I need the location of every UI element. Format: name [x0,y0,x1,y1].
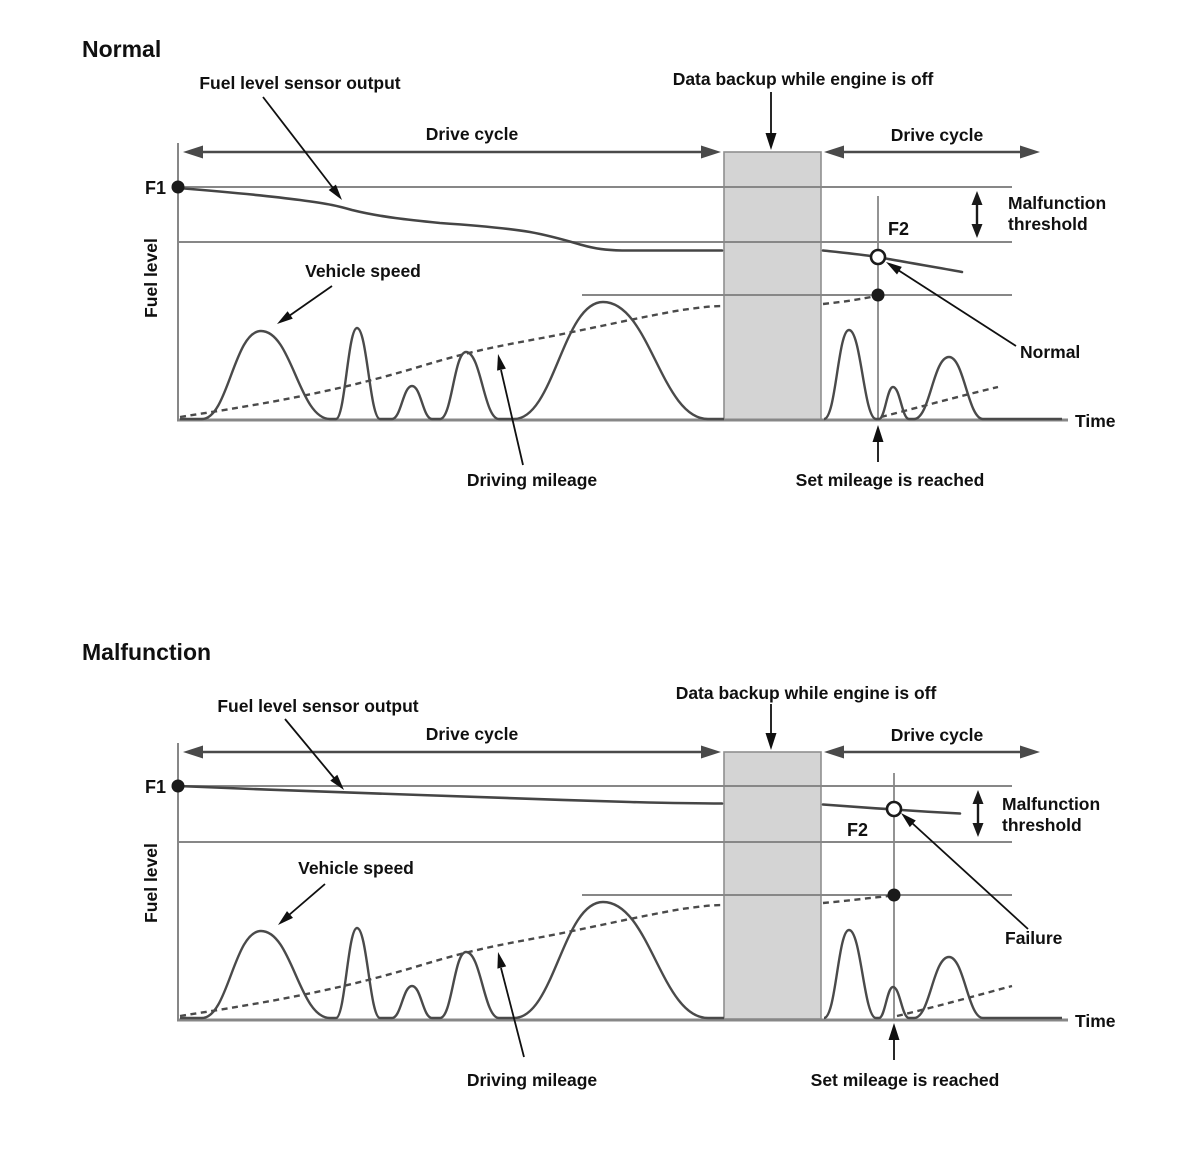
f2-marker-circle [869,248,887,266]
fuel-sensor-label: Fuel level sensor output [217,696,418,716]
f2-marker-circle [885,800,903,818]
vehicle-speed-curve [180,300,1062,421]
drive-cycle-arrow-left [183,745,721,759]
data-backup-arrow [765,92,777,150]
data-backup-arrow [765,704,777,750]
malfunction-threshold-label-line1: Malfunction [1008,193,1106,213]
driving-mileage-restart-curve [896,984,1013,1018]
f2-label: F2 [888,219,909,239]
drive-cycle-left-label: Drive cycle [426,724,519,744]
set-mileage-marker-dot [887,888,901,902]
fuel-sensor-curve [176,186,964,274]
data-backup-label: Data backup while engine is off [676,683,937,703]
threshold-span-arrow [971,191,983,238]
result-label-arrow [901,813,1029,930]
vehicle-speed-label: Vehicle speed [298,858,414,878]
drive-cycle-arrow-left [183,145,721,159]
drive-cycle-arrow-right [824,145,1040,159]
f1-marker-dot [171,180,185,194]
fuel-sensor-label-arrow [284,718,344,790]
f1-label: F1 [145,178,166,198]
fuel-sensor-label-arrow [262,96,342,200]
time-axis-label: Time [1075,1011,1116,1031]
fuel-level-axis-label: Fuel level [141,238,161,318]
fuel-sensor-curve [176,784,962,815]
drive-cycle-left-label: Drive cycle [426,124,519,144]
drive-cycle-right-label: Drive cycle [891,125,984,145]
f2-label: F2 [847,820,868,840]
fuel-level-axis-label: Fuel level [141,843,161,923]
vehicle-speed-label-arrow [277,285,333,324]
vehicle-speed-curve [180,900,1062,1020]
driving-mileage-label-arrow [497,354,524,466]
data-backup-label: Data backup while engine is off [673,69,934,89]
set-mileage-label: Set mileage is reached [811,1070,1000,1090]
set-mileage-marker-dot [871,288,885,302]
chart-title: Malfunction [82,639,211,665]
fuel-sensor-label: Fuel level sensor output [199,73,400,93]
result-label: Normal [1020,342,1080,362]
set-mileage-label-arrow [888,1023,900,1060]
vehicle-speed-label: Vehicle speed [305,261,421,281]
data-backup-region [723,751,822,1020]
driving-mileage-label-arrow [497,952,525,1058]
f1-label: F1 [145,777,166,797]
data-backup-region [723,151,822,421]
chart-malfunction: Malfunction Fuel level sensor output Dat… [82,639,1116,1090]
vehicle-speed-label-arrow [278,883,326,925]
driving-mileage-label: Driving mileage [467,1070,598,1090]
malfunction-threshold-label-line2: threshold [1002,815,1082,835]
driving-mileage-label: Driving mileage [467,470,598,490]
drive-cycle-right-label: Drive cycle [891,725,984,745]
chart-normal: Normal Fuel level sensor output Data bac… [82,36,1116,490]
f1-marker-dot [171,779,185,793]
result-label: Failure [1005,928,1063,948]
result-label-arrow [886,262,1017,347]
malfunction-threshold-label-line1: Malfunction [1002,794,1100,814]
malfunction-threshold-label-line2: threshold [1008,214,1088,234]
time-axis-label: Time [1075,411,1116,431]
driving-mileage-restart-curve [880,385,999,419]
set-mileage-label: Set mileage is reached [796,470,985,490]
chart-title: Normal [82,36,161,62]
drive-cycle-arrow-right [824,745,1040,759]
driving-mileage-curve [179,294,877,419]
driving-mileage-curve [179,894,889,1018]
threshold-span-arrow [972,790,984,837]
set-mileage-label-arrow [872,425,884,462]
